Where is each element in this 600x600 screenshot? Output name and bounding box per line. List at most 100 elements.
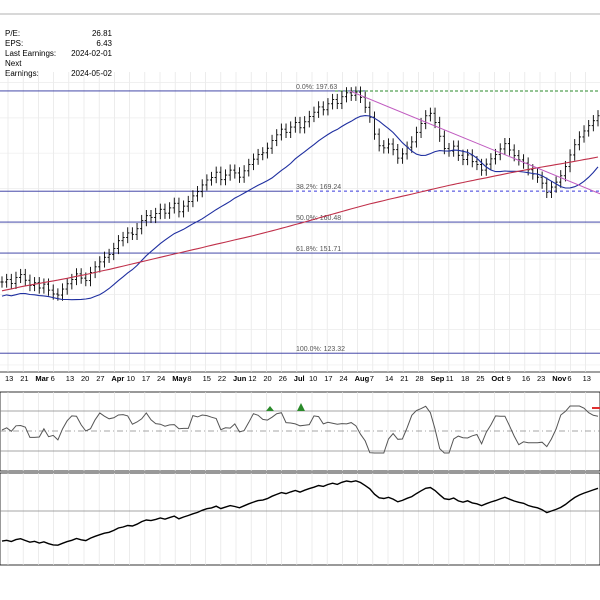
- last-earnings-label: Last Earnings:: [5, 49, 57, 58]
- x-tick-label: Mar: [35, 374, 48, 383]
- price-bar: [405, 141, 409, 160]
- pe-row: P/E: 26.81: [5, 29, 112, 39]
- price-bar: [307, 110, 311, 128]
- price-bar: [205, 174, 209, 191]
- x-tick-label: 6: [567, 374, 571, 383]
- eps-value: 6.43: [96, 39, 112, 48]
- price-bar: [591, 115, 595, 132]
- price-bar: [191, 190, 195, 208]
- price-bar: [256, 148, 260, 165]
- eps-label: EPS:: [5, 39, 24, 48]
- x-tick-label: 21: [20, 374, 28, 383]
- price-bar: [438, 116, 442, 142]
- price-bar: [545, 177, 549, 198]
- x-tick-label: 20: [81, 374, 89, 383]
- price-bar: [503, 138, 507, 155]
- next-earnings-row: Next Earnings: 2024-05-02: [5, 59, 112, 79]
- price-bar: [312, 106, 316, 123]
- price-bar: [149, 210, 153, 224]
- price-bar: [163, 203, 167, 219]
- price-bar: [317, 101, 321, 118]
- price-bar: [37, 277, 41, 294]
- price-bar: [284, 123, 288, 138]
- price-bar: [112, 242, 116, 261]
- last-earnings-row: Last Earnings: 2024-02-01: [5, 49, 112, 59]
- x-tick-label: 10: [127, 374, 135, 383]
- x-tick-label: Apr: [111, 374, 124, 383]
- price-bar: [195, 186, 200, 202]
- price-bar: [424, 110, 428, 130]
- x-tick-label: 13: [583, 374, 591, 383]
- price-bar: [330, 93, 335, 110]
- price-bar: [154, 207, 158, 224]
- next-earnings-label: Next Earnings:: [5, 59, 39, 78]
- x-tick-label: Oct: [491, 374, 504, 383]
- price-bar: [219, 166, 223, 186]
- trend-line: [349, 90, 600, 195]
- price-bar: [549, 181, 554, 198]
- x-tick-label: 16: [522, 374, 530, 383]
- price-bar: [447, 142, 451, 157]
- price-bar: [289, 121, 293, 138]
- price-bar: [386, 138, 391, 154]
- price-bar: [559, 170, 563, 188]
- price-bar: [172, 197, 176, 214]
- price-bar: [223, 169, 228, 186]
- price-bar: [0, 276, 4, 288]
- price-bar: [177, 197, 181, 218]
- price-bar: [116, 235, 121, 255]
- price-bar: [344, 87, 349, 103]
- x-tick-label: Aug: [355, 374, 370, 383]
- price-bar: [279, 123, 283, 141]
- price-bar: [419, 117, 423, 138]
- price-bar: [23, 268, 27, 286]
- price-bar: [587, 120, 591, 137]
- price-bar: [9, 273, 13, 290]
- x-tick-label: 8: [187, 374, 191, 383]
- fib-level-label: 38.2%: 169.24: [296, 184, 341, 191]
- price-bar: [261, 147, 265, 161]
- x-tick-label: 17: [324, 374, 332, 383]
- price-bar: [28, 274, 32, 292]
- price-bar: [335, 93, 339, 110]
- pe-label: P/E:: [5, 29, 21, 38]
- x-tick-label: 28: [415, 374, 423, 383]
- price-bar: [135, 223, 139, 240]
- price-bar: [479, 158, 484, 176]
- x-tick-label: May: [172, 374, 187, 383]
- x-tick-label: 27: [96, 374, 104, 383]
- price-bar: [493, 148, 498, 165]
- x-tick-label: 21: [400, 374, 408, 383]
- x-tick-label: 18: [461, 374, 469, 383]
- price-bar: [582, 125, 586, 143]
- x-tick-label: Sep: [431, 374, 445, 383]
- price-bar: [349, 87, 353, 101]
- price-bar: [563, 160, 568, 182]
- x-tick-label: 23: [537, 374, 545, 383]
- price-bar: [372, 111, 377, 140]
- price-bar: [98, 256, 102, 273]
- price-bar: [414, 126, 419, 148]
- lower-indicator-line: [1, 480, 599, 546]
- price-bar: [507, 138, 512, 156]
- price-bar: [321, 101, 325, 116]
- price-bar: [428, 107, 432, 122]
- oscillator-frame: [0, 391, 600, 472]
- price-bar: [247, 158, 251, 177]
- x-tick-label: 24: [339, 374, 347, 383]
- x-tick-label: 15: [203, 374, 211, 383]
- next-earnings-value: 2024-05-02: [71, 69, 112, 78]
- price-bar: [242, 165, 246, 183]
- price-bar: [303, 116, 307, 134]
- oscillator-line: [1, 405, 599, 454]
- price-bar: [442, 130, 446, 155]
- x-tick-label: 14: [385, 374, 393, 383]
- x-tick-label: Jun: [233, 374, 247, 383]
- price-bar: [60, 283, 65, 301]
- price-bar: [107, 248, 111, 263]
- x-tick-label: 24: [157, 374, 165, 383]
- pe-value: 26.81: [91, 29, 112, 38]
- price-bar: [200, 179, 204, 198]
- x-tick-label: 13: [66, 374, 74, 383]
